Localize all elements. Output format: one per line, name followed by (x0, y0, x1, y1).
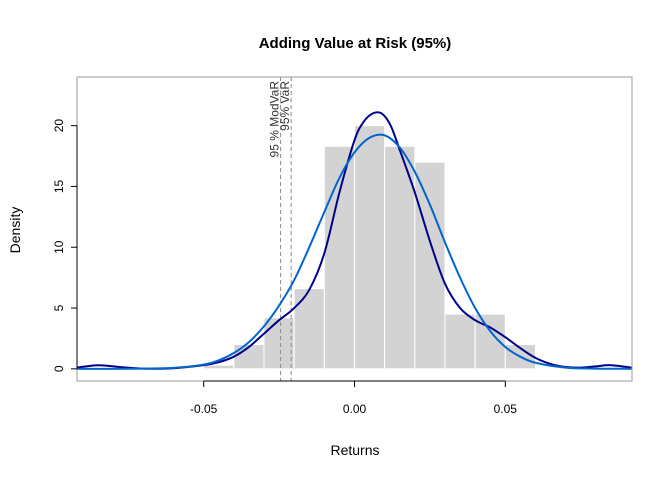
x-tick-label: 0.05 (494, 402, 518, 416)
var-line-label: 95% VaR (278, 81, 292, 131)
histogram-bar (414, 161, 446, 370)
y-axis-label: Density (7, 207, 23, 254)
y-tick-label: 20 (52, 119, 66, 133)
y-tick-label: 15 (52, 179, 66, 193)
density-curves (76, 111, 633, 370)
var-line-label: 95 % ModVaR (268, 81, 282, 158)
chart-title: Adding Value at Risk (95%) (259, 35, 452, 52)
histogram-bar (293, 288, 325, 370)
y-tick-label: 10 (52, 240, 66, 254)
x-tick-label: -0.05 (190, 402, 218, 416)
histogram-bar (444, 313, 476, 370)
x-axis: -0.05 0.00 0.05 (190, 380, 518, 416)
histogram-bars (203, 125, 536, 370)
y-tick-label: 0 (52, 365, 66, 372)
y-tick-label: 5 (52, 304, 66, 311)
histogram-bar (354, 125, 386, 370)
density-curve-dark (76, 111, 633, 370)
y-axis: 0 5 10 15 20 (52, 119, 78, 372)
histogram-bar (263, 317, 295, 370)
histogram-bar (323, 145, 355, 370)
x-tick-label: 0.00 (343, 402, 367, 416)
density-curve-blue (76, 133, 633, 370)
x-axis-label: Returns (330, 442, 379, 458)
histogram-bar (203, 364, 235, 370)
